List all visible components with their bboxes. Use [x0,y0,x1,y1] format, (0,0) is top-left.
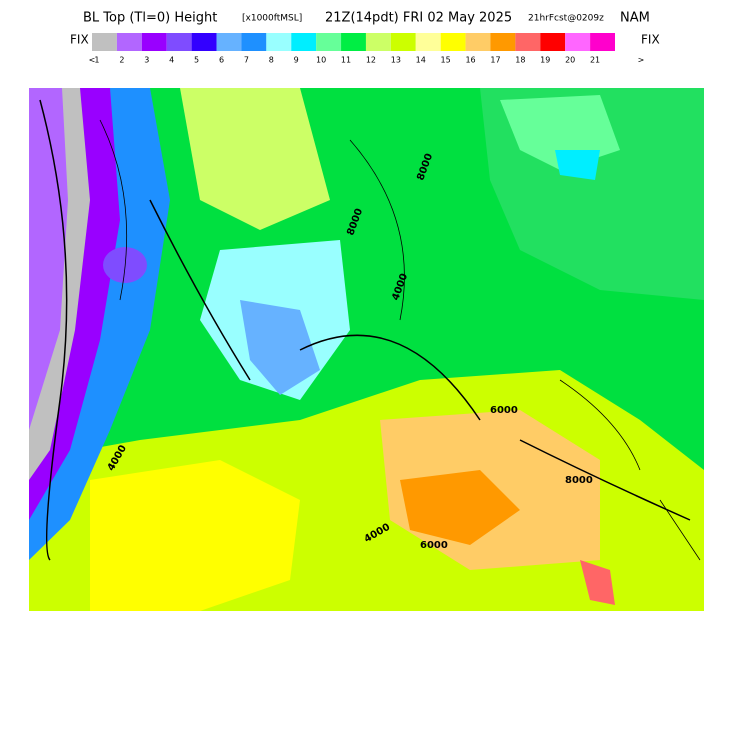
legend-label: 2 [119,56,124,65]
legend-swatch [216,33,242,51]
contour [99,119,701,561]
legend-swatch [590,33,615,51]
legend-swatch [465,33,491,51]
legend-swatch [341,33,366,51]
legend-swatch [440,33,466,51]
legend-swatch [415,33,441,51]
legend-label: 12 [366,56,376,65]
forecast: 21hrFcst@0209z [528,14,604,24]
legend-label: 10 [316,56,326,65]
legend-label: 9 [294,56,299,65]
valid-time: 21Z(14pdt) FRI 02 May 2025 [325,11,512,26]
model: NAM [620,11,650,26]
legend-swatch [316,33,342,51]
legend: 1 2 3 4 5 6 7 8 9 10 11 12 13 14 15 16 17 18 19 20 21 [92,33,615,65]
legend-label: 21 [590,56,600,65]
legend-label: 8 [269,56,274,65]
legend-swatch [565,33,591,51]
legend-label: 17 [490,56,500,65]
legend-swatch [365,33,391,51]
region [240,300,320,395]
region [555,150,600,180]
units: [x1000ftMSL] [242,14,302,24]
legend-swatch [116,33,142,51]
legend-label: 7 [244,56,249,65]
legend-label: 19 [540,56,550,65]
contour-label: 6000 [490,405,518,416]
legend-swatch [490,33,516,51]
legend-label: 11 [341,56,351,65]
legend-label: 20 [565,56,575,65]
contour-label: 8000 [565,475,593,486]
legend-label: 4 [169,56,174,65]
legend-label: 14 [416,56,426,65]
region [180,88,330,230]
legend-label: 13 [391,56,401,65]
legend-swatch [191,33,217,51]
region [90,460,300,611]
legend-swatch [291,33,317,51]
map [29,88,704,611]
legend-label: 1 [94,56,99,65]
contour [39,99,691,561]
legend-swatch [166,33,192,51]
legend-label: 3 [144,56,149,65]
legend-label: 16 [465,56,475,65]
region [580,560,615,605]
legend-swatch [241,33,267,51]
region [400,470,520,545]
legend-label: 18 [515,56,525,65]
legend-right-label: FIX [641,33,660,47]
legend-label: 6 [219,56,224,65]
legend-swatch [92,33,117,51]
legend-swatch [390,33,416,51]
legend-high-marker: > [638,56,645,65]
legend-label: 15 [441,56,451,65]
legend-left-label: FIX [70,33,89,47]
legend-swatch [515,33,541,51]
legend-low-marker: < [89,56,96,65]
region [29,88,68,430]
legend-label: 5 [194,56,199,65]
legend-swatch [141,33,167,51]
title: BL Top (Tl=0) Height [83,11,217,26]
legend-swatch [266,33,292,51]
contour-label: 6000 [420,540,448,551]
legend-swatch [540,33,566,51]
